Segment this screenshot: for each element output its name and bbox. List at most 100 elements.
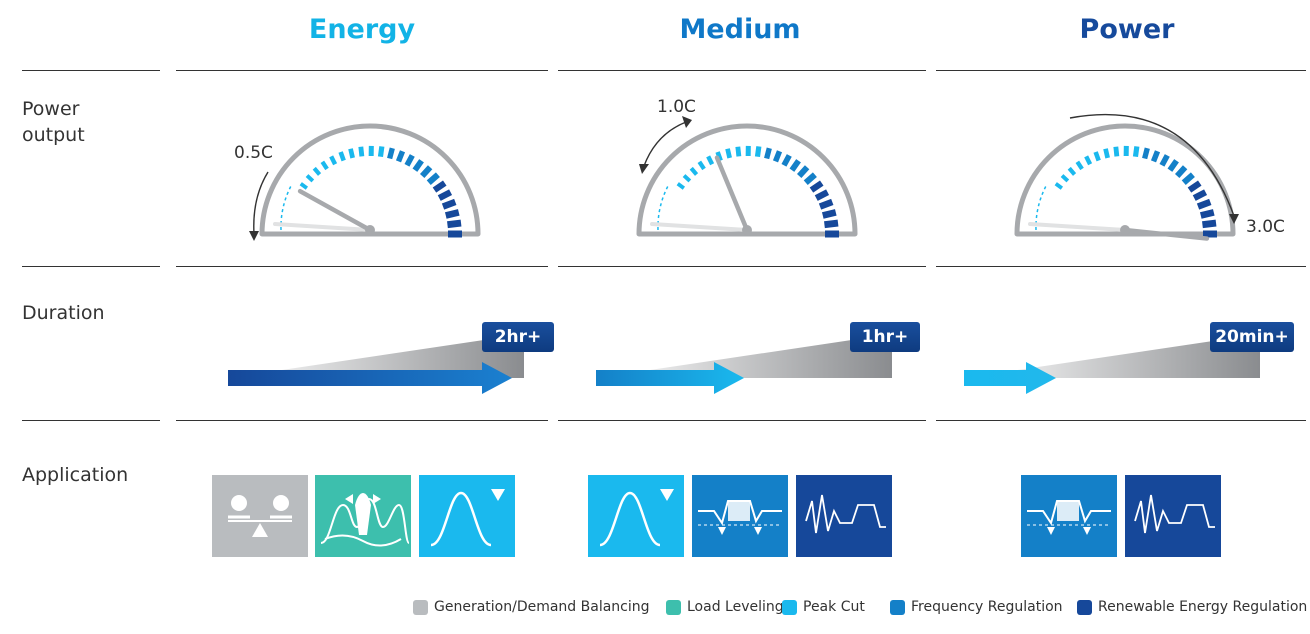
gauge-tick [764, 147, 772, 160]
legend-swatch [782, 599, 797, 615]
gauge-tick [803, 172, 817, 185]
gauge-medium [636, 123, 858, 238]
gauge-tick [1192, 189, 1208, 201]
gauge-tick [1084, 155, 1093, 166]
legend-item-load-leveling: Load Leveling [666, 599, 784, 615]
gauge-tick [1159, 154, 1170, 167]
duration-bar-power [964, 334, 1260, 394]
gauge-tick [426, 172, 440, 185]
gauge-ghost-needle [1028, 222, 1127, 232]
gauge-tick [824, 219, 839, 229]
tile-renewable-energy-regulation [796, 475, 892, 557]
row-label-power-output: Power output [22, 98, 85, 146]
frequency-regulation-icon [1027, 500, 1111, 535]
c-rate-arrow-energy [249, 171, 269, 241]
gauge-tick [441, 198, 457, 210]
c-rate-label-medium: 1.0C [657, 97, 696, 117]
legend-swatch [413, 599, 428, 615]
gauge-tick [697, 160, 706, 171]
gauge-tick [809, 180, 824, 193]
tile-load-leveling [315, 475, 411, 557]
row-label-application: Application [22, 464, 129, 486]
c-rate-arrow-power [1069, 114, 1239, 224]
gauge-tick [1067, 166, 1077, 176]
gauge-tick [312, 166, 322, 176]
gauge-tick [419, 165, 433, 179]
gauge-tick [789, 159, 801, 172]
gauge-tick [1174, 165, 1188, 179]
gauge-dashed-arc [1035, 185, 1047, 231]
gauge-tick [437, 189, 453, 201]
tile-frequency-regulation [692, 475, 788, 557]
duration-bar-medium [596, 334, 892, 394]
tile-frequency-regulation [1021, 475, 1117, 557]
tile-peak-cut [588, 475, 684, 557]
legend-item-generation-demand-balancing: Generation/Demand Balancing [413, 599, 650, 615]
gauge-tick [444, 209, 460, 219]
gauge-tick [412, 159, 424, 172]
frequency-regulation-icon [698, 500, 782, 535]
legend-swatch [1077, 599, 1092, 615]
legend-swatch [890, 599, 905, 615]
gauge-tick [1132, 146, 1140, 158]
legend-label: Load Leveling [687, 599, 784, 615]
gauge-tick [735, 146, 742, 157]
gauge-tick [1187, 180, 1202, 193]
gauge-ghost-needle [650, 222, 749, 232]
gauge-frame [259, 123, 481, 237]
gauge-tick [1093, 151, 1101, 162]
gauge-tick [1199, 209, 1215, 219]
c-rate-label-power: 3.0C [1246, 217, 1285, 237]
c-rate-arrow-medium [639, 116, 692, 174]
duration-wedge [228, 334, 524, 378]
gauge-needle [297, 188, 373, 233]
gauge-tick [796, 165, 810, 179]
gauge-tick [754, 146, 762, 158]
duration-wedge [964, 334, 1260, 378]
legend-label: Renewable Energy Regulation [1098, 599, 1308, 615]
balance-icon [228, 495, 292, 537]
gauge-tick [689, 166, 699, 176]
duration-arrow [964, 362, 1056, 394]
gauge-tick [377, 146, 385, 158]
duration-badge-power: 20min+ [1210, 322, 1294, 352]
legend-label: Generation/Demand Balancing [434, 599, 650, 615]
legend-swatch [666, 599, 681, 615]
legend-item-renewable-energy-regulation: Renewable Energy Regulation [1077, 599, 1307, 615]
gauge-tick [1202, 219, 1217, 229]
gauge-tick [715, 151, 723, 162]
column-title-power: Power [1079, 14, 1175, 45]
duration-arrow [596, 362, 744, 394]
legend-label: Peak Cut [803, 599, 865, 615]
gauge-tick [682, 174, 692, 183]
gauge-tick [1075, 160, 1084, 171]
gauge-tick [772, 150, 783, 163]
gauge-tick [348, 148, 355, 159]
peak-cut-icon [599, 489, 674, 547]
gauge-tick [1142, 147, 1150, 160]
tile-peak-cut [419, 475, 515, 557]
gauge-tick [320, 160, 329, 171]
gauge-needle [1122, 227, 1210, 241]
renewable-regulation-icon [1134, 494, 1215, 534]
gauge-tick [1113, 146, 1120, 157]
tile-generation-demand-balancing [212, 475, 308, 557]
gauge-tick [1054, 182, 1064, 190]
duration-badge-medium: 1hr+ [850, 322, 920, 352]
gauge-tick [1103, 148, 1110, 159]
column-title-energy: Energy [308, 14, 416, 45]
column-title-medium: Medium [679, 14, 801, 45]
gauge-tick [1150, 150, 1161, 163]
gauge-tick [1167, 159, 1179, 172]
c-rate-label-energy: 0.5C [234, 143, 273, 163]
gauge-tick [821, 209, 837, 219]
gauge-needle [714, 155, 750, 233]
duration-arrow [228, 362, 512, 394]
gauge-tick [814, 189, 830, 201]
legend-item-peak-cut: Peak Cut [782, 599, 865, 615]
gauge-tick [1060, 174, 1070, 183]
gauge-tick [676, 182, 686, 190]
gauge-tick [329, 155, 338, 166]
tile-renewable-energy-regulation [1125, 475, 1221, 557]
peak-cut-icon [430, 489, 505, 547]
